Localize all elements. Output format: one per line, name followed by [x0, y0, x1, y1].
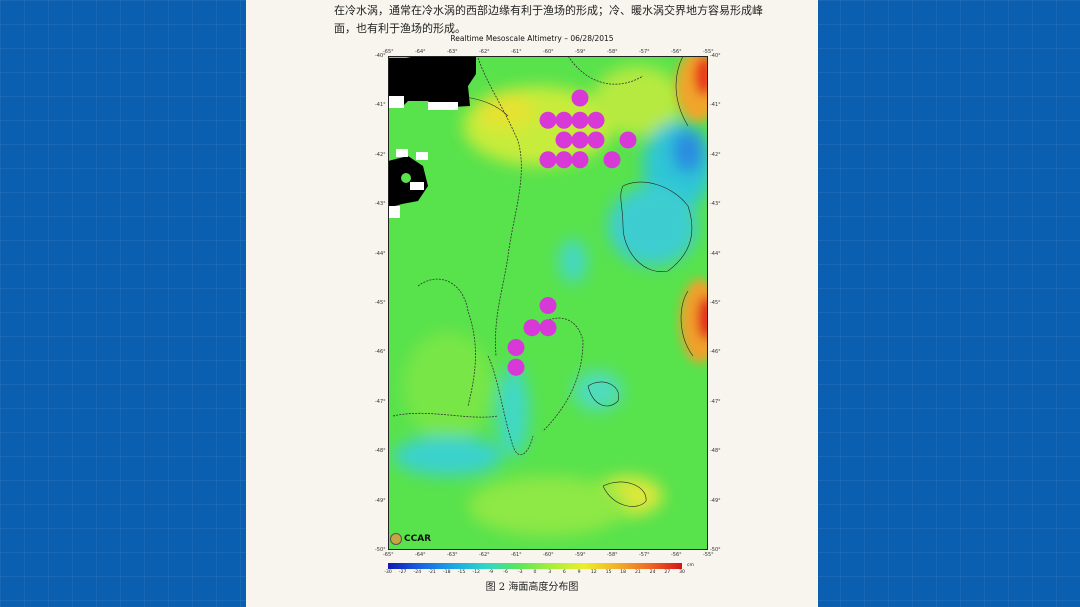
latitude-label-left: -45°: [375, 300, 386, 306]
colorbar: [388, 563, 682, 569]
fishing-point: [507, 358, 525, 376]
fishing-point: [571, 89, 589, 107]
longitude-label-bottom: -61°: [511, 552, 522, 558]
longitude-label-bottom: -62°: [479, 552, 490, 558]
colorbar-tick: 3: [548, 570, 552, 575]
longitude-label-bottom: -65°: [383, 552, 394, 558]
latitude-label-right: -50°: [710, 547, 721, 553]
longitude-label-top: -63°: [447, 49, 458, 55]
colorbar-tick: -21: [428, 570, 436, 575]
fishing-point: [539, 151, 557, 169]
longitude-label-bottom: -59°: [575, 552, 586, 558]
colorbar-tick: 6: [562, 570, 566, 575]
colorbar-tick: -18: [443, 570, 451, 575]
body-paragraph: 在冷水涡，通常在冷水涡的西部边缘有利于渔场的形成；冷、暖水涡交界地方容易形成峰面…: [334, 4, 763, 35]
fishing-point: [539, 319, 557, 337]
longitude-label-top: -57°: [639, 49, 650, 55]
longitude-label-top: -56°: [671, 49, 682, 55]
colorbar-tick: -9: [488, 570, 494, 575]
latitude-label-left: -49°: [375, 497, 386, 504]
colorbar-tick: -27: [398, 570, 407, 575]
fishing-point: [507, 338, 525, 356]
latitude-label-right: -45°: [710, 300, 721, 306]
longitude-label-top: -64°: [415, 49, 426, 55]
longitude-label-top: -62°: [479, 49, 490, 55]
colorbar-tick: -12: [472, 570, 480, 575]
colorbar-tick: 24: [649, 570, 656, 575]
fishing-point: [571, 111, 589, 129]
fishing-point: [619, 131, 637, 149]
longitude-label-bottom: -57°: [639, 552, 650, 558]
colorbar-unit: cm: [687, 563, 694, 568]
fishing-point: [555, 151, 573, 169]
colorbar-tick: 12: [590, 570, 597, 575]
longitude-label-bottom: -64°: [415, 552, 426, 558]
latitude-label-right: -41°: [710, 102, 721, 109]
longitude-label-bottom: -55°: [703, 552, 714, 558]
colorbar-tick: 9: [577, 570, 581, 575]
fishing-point: [603, 151, 621, 169]
colorbar-tick: 27: [664, 570, 671, 575]
figure-caption: 图 2 海面高度分布图: [485, 582, 579, 593]
latitude-label-left: -44°: [375, 250, 386, 257]
colorbar-tick: 30: [679, 570, 685, 575]
longitude-label-top: -65°: [383, 49, 394, 55]
map-field: [388, 56, 708, 550]
colorbar-tick: -30: [384, 570, 392, 575]
latitude-label-right: -40°: [710, 53, 721, 59]
colorbar-tick: -24: [413, 570, 422, 575]
latitude-label-right: -46°: [710, 349, 721, 356]
latitude-label-left: -41°: [375, 102, 386, 109]
latitude-label-left: -47°: [375, 398, 386, 405]
logo-text: CCAR: [404, 534, 432, 544]
latitude-label-right: -49°: [710, 497, 721, 504]
latitude-label-right: -47°: [710, 398, 721, 405]
latitude-label-left: -43°: [375, 201, 386, 208]
longitude-label-top: -59°: [575, 49, 586, 55]
latitude-label-right: -44°: [710, 250, 721, 257]
fishing-point: [539, 296, 557, 314]
longitude-label-bottom: -60°: [543, 552, 554, 558]
map-frame: [388, 56, 708, 550]
latitude-label-left: -42°: [375, 151, 386, 158]
document-page: 在冷水涡，通常在冷水涡的西部边缘有利于渔场的形成；冷、暖水涡交界地方容易形成峰面…: [246, 0, 818, 607]
latitude-label-left: -48°: [375, 448, 386, 455]
longitude-label-bottom: -63°: [447, 552, 458, 558]
ccar-logo: CCAR: [390, 533, 431, 545]
longitude-label-top: -55°: [703, 49, 714, 55]
colorbar-tick: 18: [620, 570, 627, 575]
colorbar-tick: 21: [634, 570, 641, 575]
colorbar-tick: -6: [503, 570, 508, 575]
fishing-point: [571, 151, 589, 169]
colorbar-tick: -3: [518, 570, 523, 575]
colorbar-tick: 15: [605, 570, 612, 575]
longitude-label-bottom: -58°: [607, 552, 618, 558]
fishing-point: [555, 131, 573, 149]
latitude-label-right: -43°: [710, 201, 721, 208]
latitude-label-left: -40°: [375, 53, 386, 59]
latitude-label-right: -42°: [710, 151, 721, 158]
fishing-point: [539, 111, 557, 129]
fishing-point: [587, 131, 605, 149]
latitude-label-left: -50°: [375, 547, 386, 553]
latitude-label-right: -48°: [710, 448, 721, 455]
longitude-label-top: -58°: [607, 49, 618, 55]
map-title: Realtime Mesoscale Altimetry – 06/28/201…: [450, 34, 614, 43]
colorbar-tick: 0: [533, 570, 537, 575]
ccar-seal-icon: [390, 533, 402, 545]
fishing-point: [555, 111, 573, 129]
latitude-label-left: -46°: [375, 349, 386, 356]
fishing-point: [587, 111, 605, 129]
fishing-points-layer: [507, 89, 637, 376]
sea-surface-height-map: [388, 56, 708, 550]
longitude-label-top: -60°: [543, 49, 554, 55]
fishing-point: [523, 319, 541, 337]
fishing-point: [571, 131, 589, 149]
longitude-label-top: -61°: [511, 49, 522, 55]
colorbar-tick: -15: [457, 570, 466, 575]
longitude-label-bottom: -56°: [671, 552, 682, 558]
